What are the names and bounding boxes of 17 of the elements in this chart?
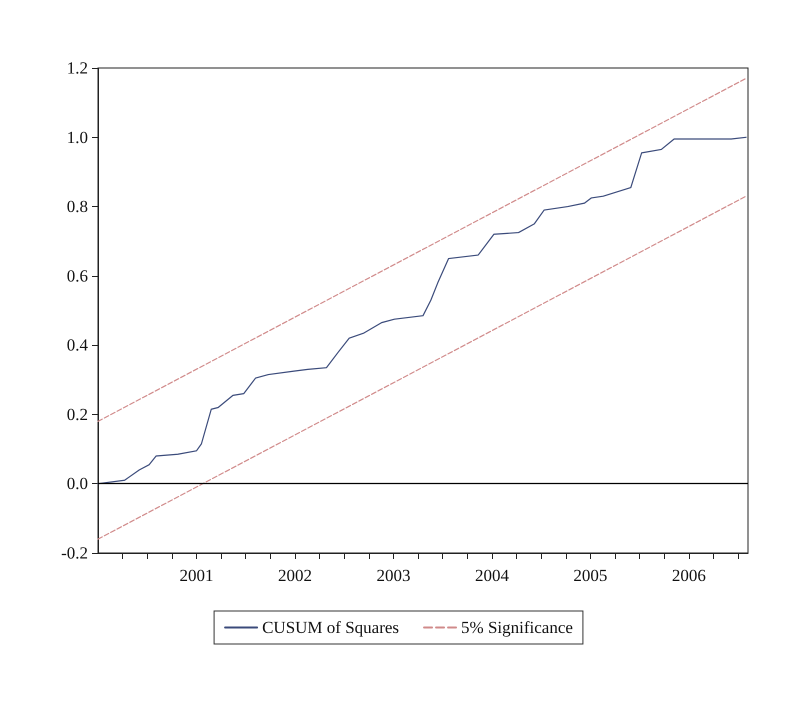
y-tick-label: 1.0: [66, 128, 88, 147]
x-tick-label: 2006: [672, 566, 706, 585]
y-tick-label: 1.2: [66, 58, 88, 78]
y-tick-label: -0.2: [61, 544, 88, 562]
y-tick-label: 0.2: [66, 404, 88, 424]
x-tick-label: 2001: [179, 566, 214, 585]
x-tick-label: 2003: [376, 566, 410, 585]
line-series: [97, 136, 747, 484]
x-tick-label: 2002: [278, 566, 312, 585]
x-tick-label: 2005: [573, 566, 608, 585]
y-tick-label: 0.0: [66, 474, 88, 494]
y-tick-label: 0.8: [66, 197, 88, 216]
y-tick-label: 0.4: [66, 336, 88, 355]
x-tick-label: 2004: [474, 566, 510, 585]
y-tick-label: 0.6: [66, 266, 88, 286]
legend-label: 5% Significance: [461, 618, 573, 637]
legend-label: CUSUM of Squares: [262, 618, 400, 637]
